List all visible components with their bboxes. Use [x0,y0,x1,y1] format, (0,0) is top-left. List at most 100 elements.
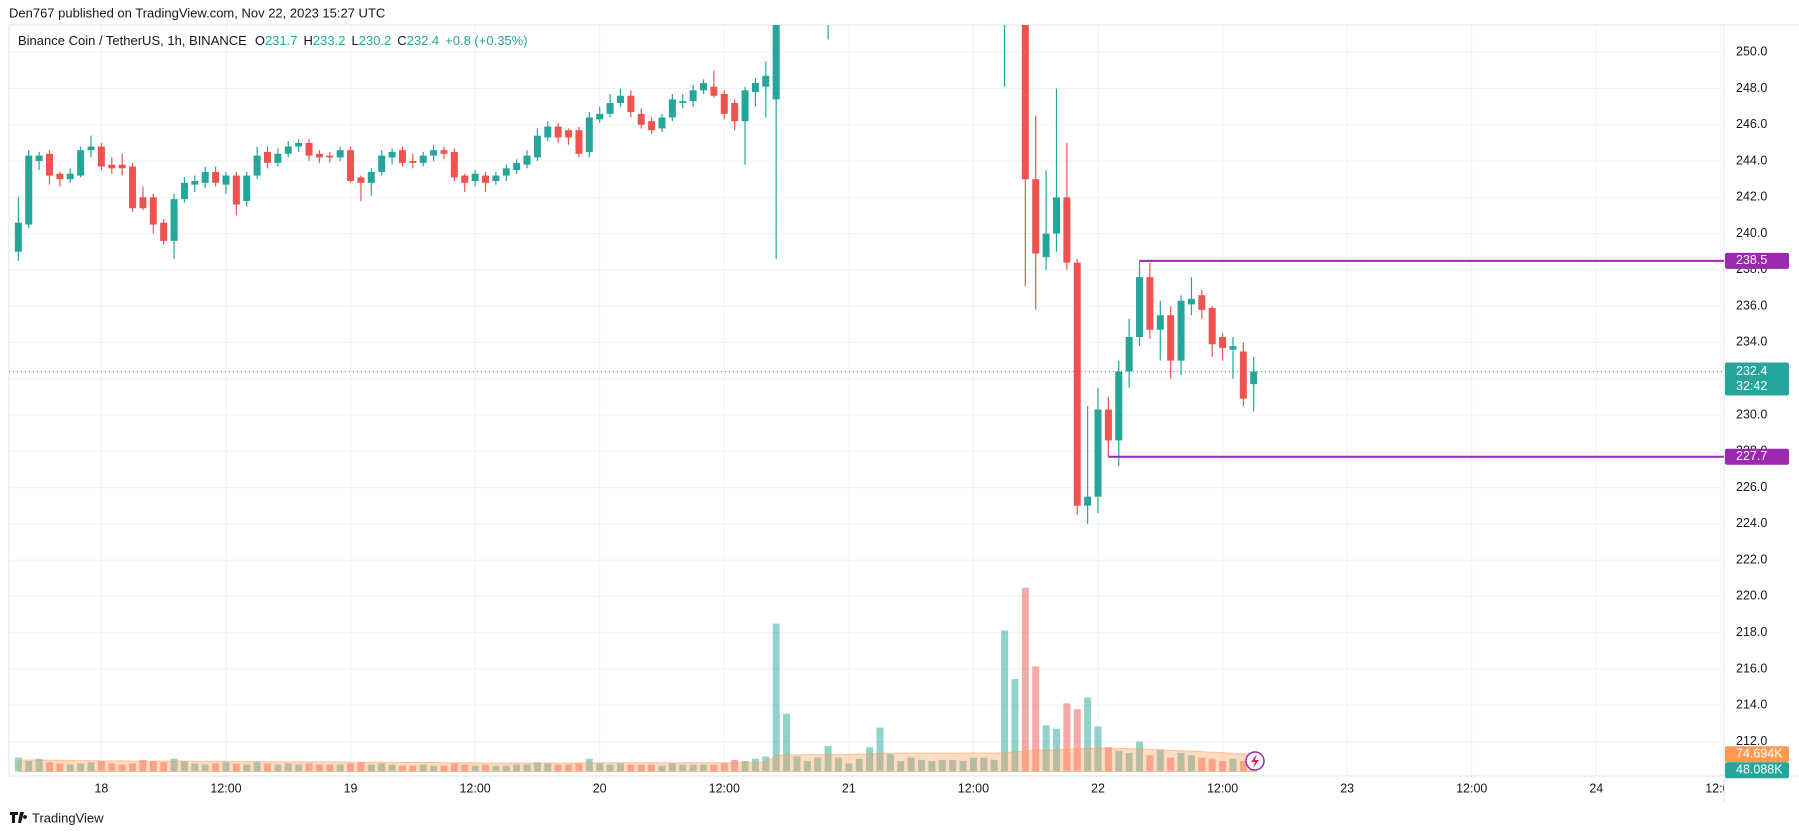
volume-bar [284,763,292,772]
alert-icon[interactable] [1245,751,1265,771]
volume-bar [710,764,718,772]
candle-body [409,161,417,163]
candle-body [1146,277,1154,330]
volume-bar [388,764,396,772]
y-tick-label: 212.0 [1736,734,1767,748]
logo-mark[interactable] [10,812,28,823]
alert-icon-bolt[interactable] [1251,754,1259,768]
volume-bar [1177,753,1185,772]
publisher-header: Den767 published on TradingView.com, Nov… [9,5,385,20]
volume-bar [762,756,770,772]
volume-bar [502,765,510,772]
candle-body [648,121,656,131]
level-tag-bg [1725,252,1789,269]
volume-bar [585,758,593,772]
volume-bar [689,764,697,772]
volume-bar [938,759,946,772]
volume-bar [793,756,801,772]
volume-bar [1073,709,1081,772]
volume-bar [357,762,365,772]
volume-bar [1021,587,1029,772]
volume-bar [544,763,552,772]
candle-body [1104,409,1112,441]
y-tick-label: 216.0 [1736,661,1767,675]
candle-body [658,117,666,129]
volume-bar [772,623,780,772]
candle-body [232,175,240,205]
volume-bar [1011,679,1019,772]
volume-ma-area [17,747,1255,772]
volume-bar [170,758,178,772]
candle-body [585,117,593,152]
candle-body [14,222,22,252]
candle-body [533,135,541,158]
candle-body [118,164,126,169]
candle-body [606,103,614,114]
candle-body [1042,233,1050,258]
volume-bar [430,765,438,772]
volume-bar [326,764,334,772]
candle-body [170,199,178,241]
volume-bar [731,759,739,772]
candle-body [482,175,490,183]
candle-body [565,130,573,138]
x-tick-label: 12:00 [1705,781,1736,795]
x-tick-label: 12:00 [1456,781,1487,795]
footer-logo[interactable]: TradingView [10,810,104,825]
volume-bar [347,763,355,772]
candle-body [689,90,697,102]
candle-body [502,168,510,176]
y-tick-label: 214.0 [1736,698,1767,712]
volume-bar [700,764,708,772]
y-tick-label: 218.0 [1736,625,1767,639]
y-tick-label: 222.0 [1736,552,1767,566]
ohlc-value: 232.4 [407,33,440,48]
candle-body [66,173,74,180]
candle-body [108,164,116,169]
volume-bar [969,757,977,772]
candle-body [1021,25,1029,180]
volume-bar [108,763,116,772]
candle-body [1219,337,1227,348]
volume-bar [440,765,448,772]
volume-bar [668,763,676,772]
volume-bar [1104,747,1112,772]
last-price-tag: 232.4 [1736,364,1767,378]
candle-body [1198,295,1206,310]
candle-body [1177,300,1185,361]
volume-bar [1239,761,1247,772]
candle-body [336,150,344,158]
volume-bar [35,758,43,772]
volume-bar [876,727,884,772]
x-tick-label: 12:00 [459,781,490,795]
candle-body [1187,298,1195,305]
candle-body [1084,496,1092,506]
candle-body [295,142,303,147]
volume-bar [66,764,74,772]
volume-bar [118,764,126,772]
last-price-tag-bg [1725,362,1789,396]
candle-body [315,153,323,158]
volume-bar [56,763,64,772]
volume-bar [949,759,957,772]
volume-bar [907,757,915,772]
volume-bar [1042,725,1050,772]
candle-body [616,95,624,104]
candle-body [253,155,261,176]
x-tick-label: 24 [1589,781,1603,795]
volume-bar [129,763,137,772]
y-tick-label: 248.0 [1736,81,1767,95]
candle-body [212,171,220,183]
candle-body [347,150,355,182]
candle-body [129,166,137,209]
candle-body [263,151,271,163]
volume-bar [232,763,240,772]
candle-body [627,95,635,113]
volume-bar [523,764,531,772]
footer-text[interactable]: TradingView [32,810,104,825]
candle-body [1136,277,1144,338]
candle-body [25,155,33,225]
volume-bar [1001,630,1009,772]
candle-body [1073,262,1081,506]
